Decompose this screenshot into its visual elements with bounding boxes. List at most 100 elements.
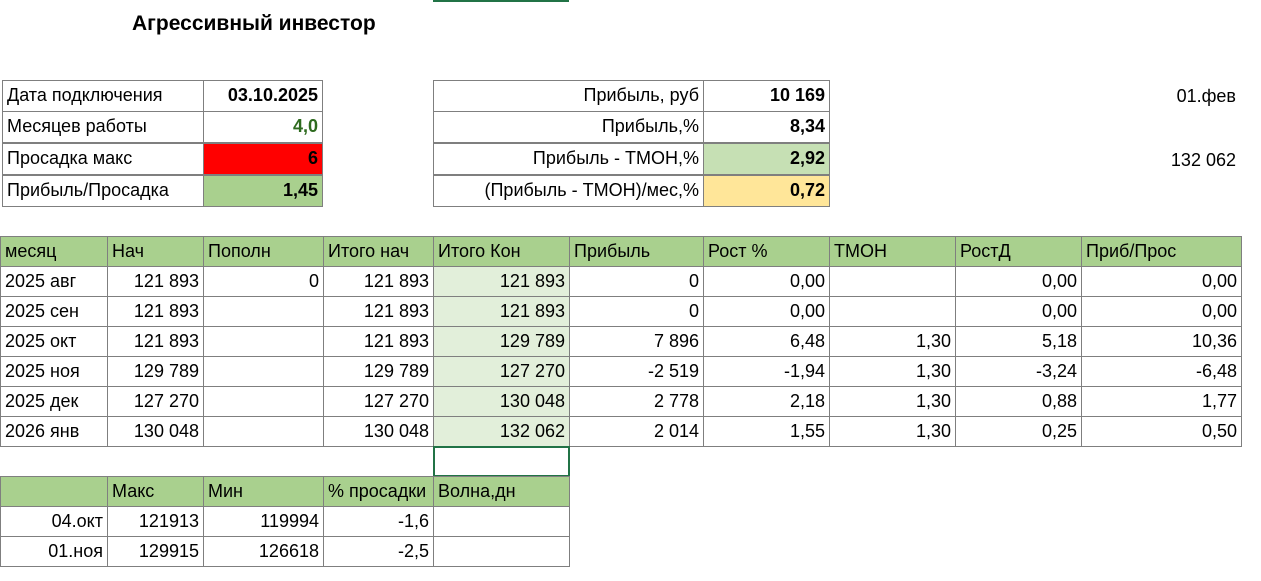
column-header[interactable]: % просадки [323, 476, 434, 507]
summary-value[interactable]: 1,45 [203, 175, 323, 207]
table-cell[interactable]: 0,88 [955, 386, 1082, 417]
table-cell[interactable]: 1,30 [829, 386, 956, 417]
table-cell[interactable]: 1,30 [829, 356, 956, 387]
summary-value[interactable]: 2,92 [703, 143, 830, 175]
table-cell[interactable]: 0,00 [955, 266, 1082, 297]
summary-value[interactable]: 8,34 [703, 111, 830, 143]
table-cell[interactable]: 2025 дек [0, 386, 108, 417]
table-cell[interactable]: 2025 ноя [0, 356, 108, 387]
table-cell[interactable]: 5,18 [955, 326, 1082, 357]
column-header[interactable]: ТМОН [829, 236, 956, 267]
table-cell[interactable]: 04.окт [0, 506, 108, 537]
table-cell[interactable] [203, 356, 324, 387]
table-cell[interactable]: 127 270 [433, 356, 570, 387]
table-cell[interactable]: 7 896 [569, 326, 704, 357]
table-cell[interactable]: 6,48 [703, 326, 830, 357]
summary-label[interactable]: Просадка макс [2, 143, 204, 175]
column-header[interactable]: Волна,дн [433, 476, 570, 507]
table-cell[interactable]: 130 048 [323, 416, 434, 447]
table-cell[interactable]: 121 893 [323, 296, 434, 327]
table-cell[interactable]: 2 778 [569, 386, 704, 417]
table-cell[interactable]: 2025 авг [0, 266, 108, 297]
table-cell[interactable]: 2,18 [703, 386, 830, 417]
column-header[interactable]: месяц [0, 236, 108, 267]
summary-label[interactable]: Прибыль,% [433, 111, 704, 143]
table-cell[interactable]: 1,30 [829, 326, 956, 357]
table-cell[interactable]: 119994 [203, 506, 324, 537]
table-cell[interactable]: 126618 [203, 536, 324, 567]
table-cell[interactable]: 121 893 [107, 326, 204, 357]
summary-value[interactable]: 0,72 [703, 175, 830, 207]
table-cell[interactable] [829, 266, 956, 297]
table-cell[interactable]: 1,30 [829, 416, 956, 447]
column-header[interactable]: Приб/Прос [1081, 236, 1242, 267]
table-cell[interactable]: 10,36 [1081, 326, 1242, 357]
side-note[interactable]: 01.фев [1176, 86, 1236, 106]
side-note[interactable]: 132 062 [1170, 150, 1236, 170]
table-cell[interactable]: 01.ноя [0, 536, 108, 567]
table-cell[interactable]: 0,25 [955, 416, 1082, 447]
table-cell[interactable]: 2025 сен [0, 296, 108, 327]
table-cell[interactable]: 132 062 [433, 416, 570, 447]
table-cell[interactable]: 121 893 [433, 266, 570, 297]
table-cell[interactable]: 0,00 [703, 266, 830, 297]
summary-value[interactable]: 10 169 [703, 80, 830, 112]
column-header[interactable]: Итого нач [323, 236, 434, 267]
table-cell[interactable]: 0 [203, 266, 324, 297]
table-cell[interactable]: 129 789 [433, 326, 570, 357]
table-cell[interactable]: 2025 окт [0, 326, 108, 357]
summary-label[interactable]: Прибыль, руб [433, 80, 704, 112]
column-header[interactable]: Итого Кон [433, 236, 570, 267]
selected-cell[interactable] [433, 446, 570, 477]
column-header[interactable] [0, 476, 108, 507]
table-cell[interactable] [203, 326, 324, 357]
table-cell[interactable]: -2 519 [569, 356, 704, 387]
table-cell[interactable]: 130 048 [433, 386, 570, 417]
table-cell[interactable]: 129 789 [107, 356, 204, 387]
summary-label[interactable]: Прибыль - ТМОН,% [433, 143, 704, 175]
summary-value[interactable]: 6 [203, 143, 323, 175]
column-header[interactable]: Макс [107, 476, 204, 507]
table-cell[interactable]: 2 014 [569, 416, 704, 447]
table-cell[interactable]: 130 048 [107, 416, 204, 447]
table-cell[interactable]: 121 893 [107, 266, 204, 297]
table-cell[interactable] [203, 386, 324, 417]
table-cell[interactable]: 1,55 [703, 416, 830, 447]
table-cell[interactable]: 0 [569, 266, 704, 297]
table-cell[interactable]: -2,5 [323, 536, 434, 567]
table-cell[interactable]: 0,00 [703, 296, 830, 327]
table-cell[interactable]: 0,00 [955, 296, 1082, 327]
summary-value[interactable]: 4,0 [203, 111, 323, 143]
column-header[interactable]: Нач [107, 236, 204, 267]
table-cell[interactable] [829, 296, 956, 327]
table-cell[interactable]: 121 893 [323, 326, 434, 357]
column-header[interactable]: Рост % [703, 236, 830, 267]
column-header[interactable]: Пополн [203, 236, 324, 267]
summary-label[interactable]: Дата подключения [2, 80, 204, 112]
table-cell[interactable]: -1,6 [323, 506, 434, 537]
table-cell[interactable]: 121 893 [107, 296, 204, 327]
table-cell[interactable] [203, 296, 324, 327]
table-cell[interactable]: 0,50 [1081, 416, 1242, 447]
table-cell[interactable]: 0,00 [1081, 266, 1242, 297]
table-cell[interactable] [203, 416, 324, 447]
summary-label[interactable]: Месяцев работы [2, 111, 204, 143]
column-header[interactable]: Мин [203, 476, 324, 507]
table-cell[interactable]: 121913 [107, 506, 204, 537]
table-cell[interactable]: 129915 [107, 536, 204, 567]
table-cell[interactable]: -3,24 [955, 356, 1082, 387]
table-cell[interactable]: -6,48 [1081, 356, 1242, 387]
table-cell[interactable] [433, 536, 570, 567]
summary-label[interactable]: Прибыль/Просадка [2, 175, 204, 207]
table-cell[interactable]: 121 893 [433, 296, 570, 327]
table-cell[interactable] [433, 506, 570, 537]
table-cell[interactable]: 127 270 [107, 386, 204, 417]
summary-value[interactable]: 03.10.2025 [203, 80, 323, 112]
table-cell[interactable]: 127 270 [323, 386, 434, 417]
table-cell[interactable]: 1,77 [1081, 386, 1242, 417]
table-cell[interactable]: 0,00 [1081, 296, 1242, 327]
column-header[interactable]: Прибыль [569, 236, 704, 267]
column-header[interactable]: РостД [955, 236, 1082, 267]
summary-label[interactable]: (Прибыль - ТМОН)/мес,% [433, 175, 704, 207]
table-cell[interactable]: -1,94 [703, 356, 830, 387]
